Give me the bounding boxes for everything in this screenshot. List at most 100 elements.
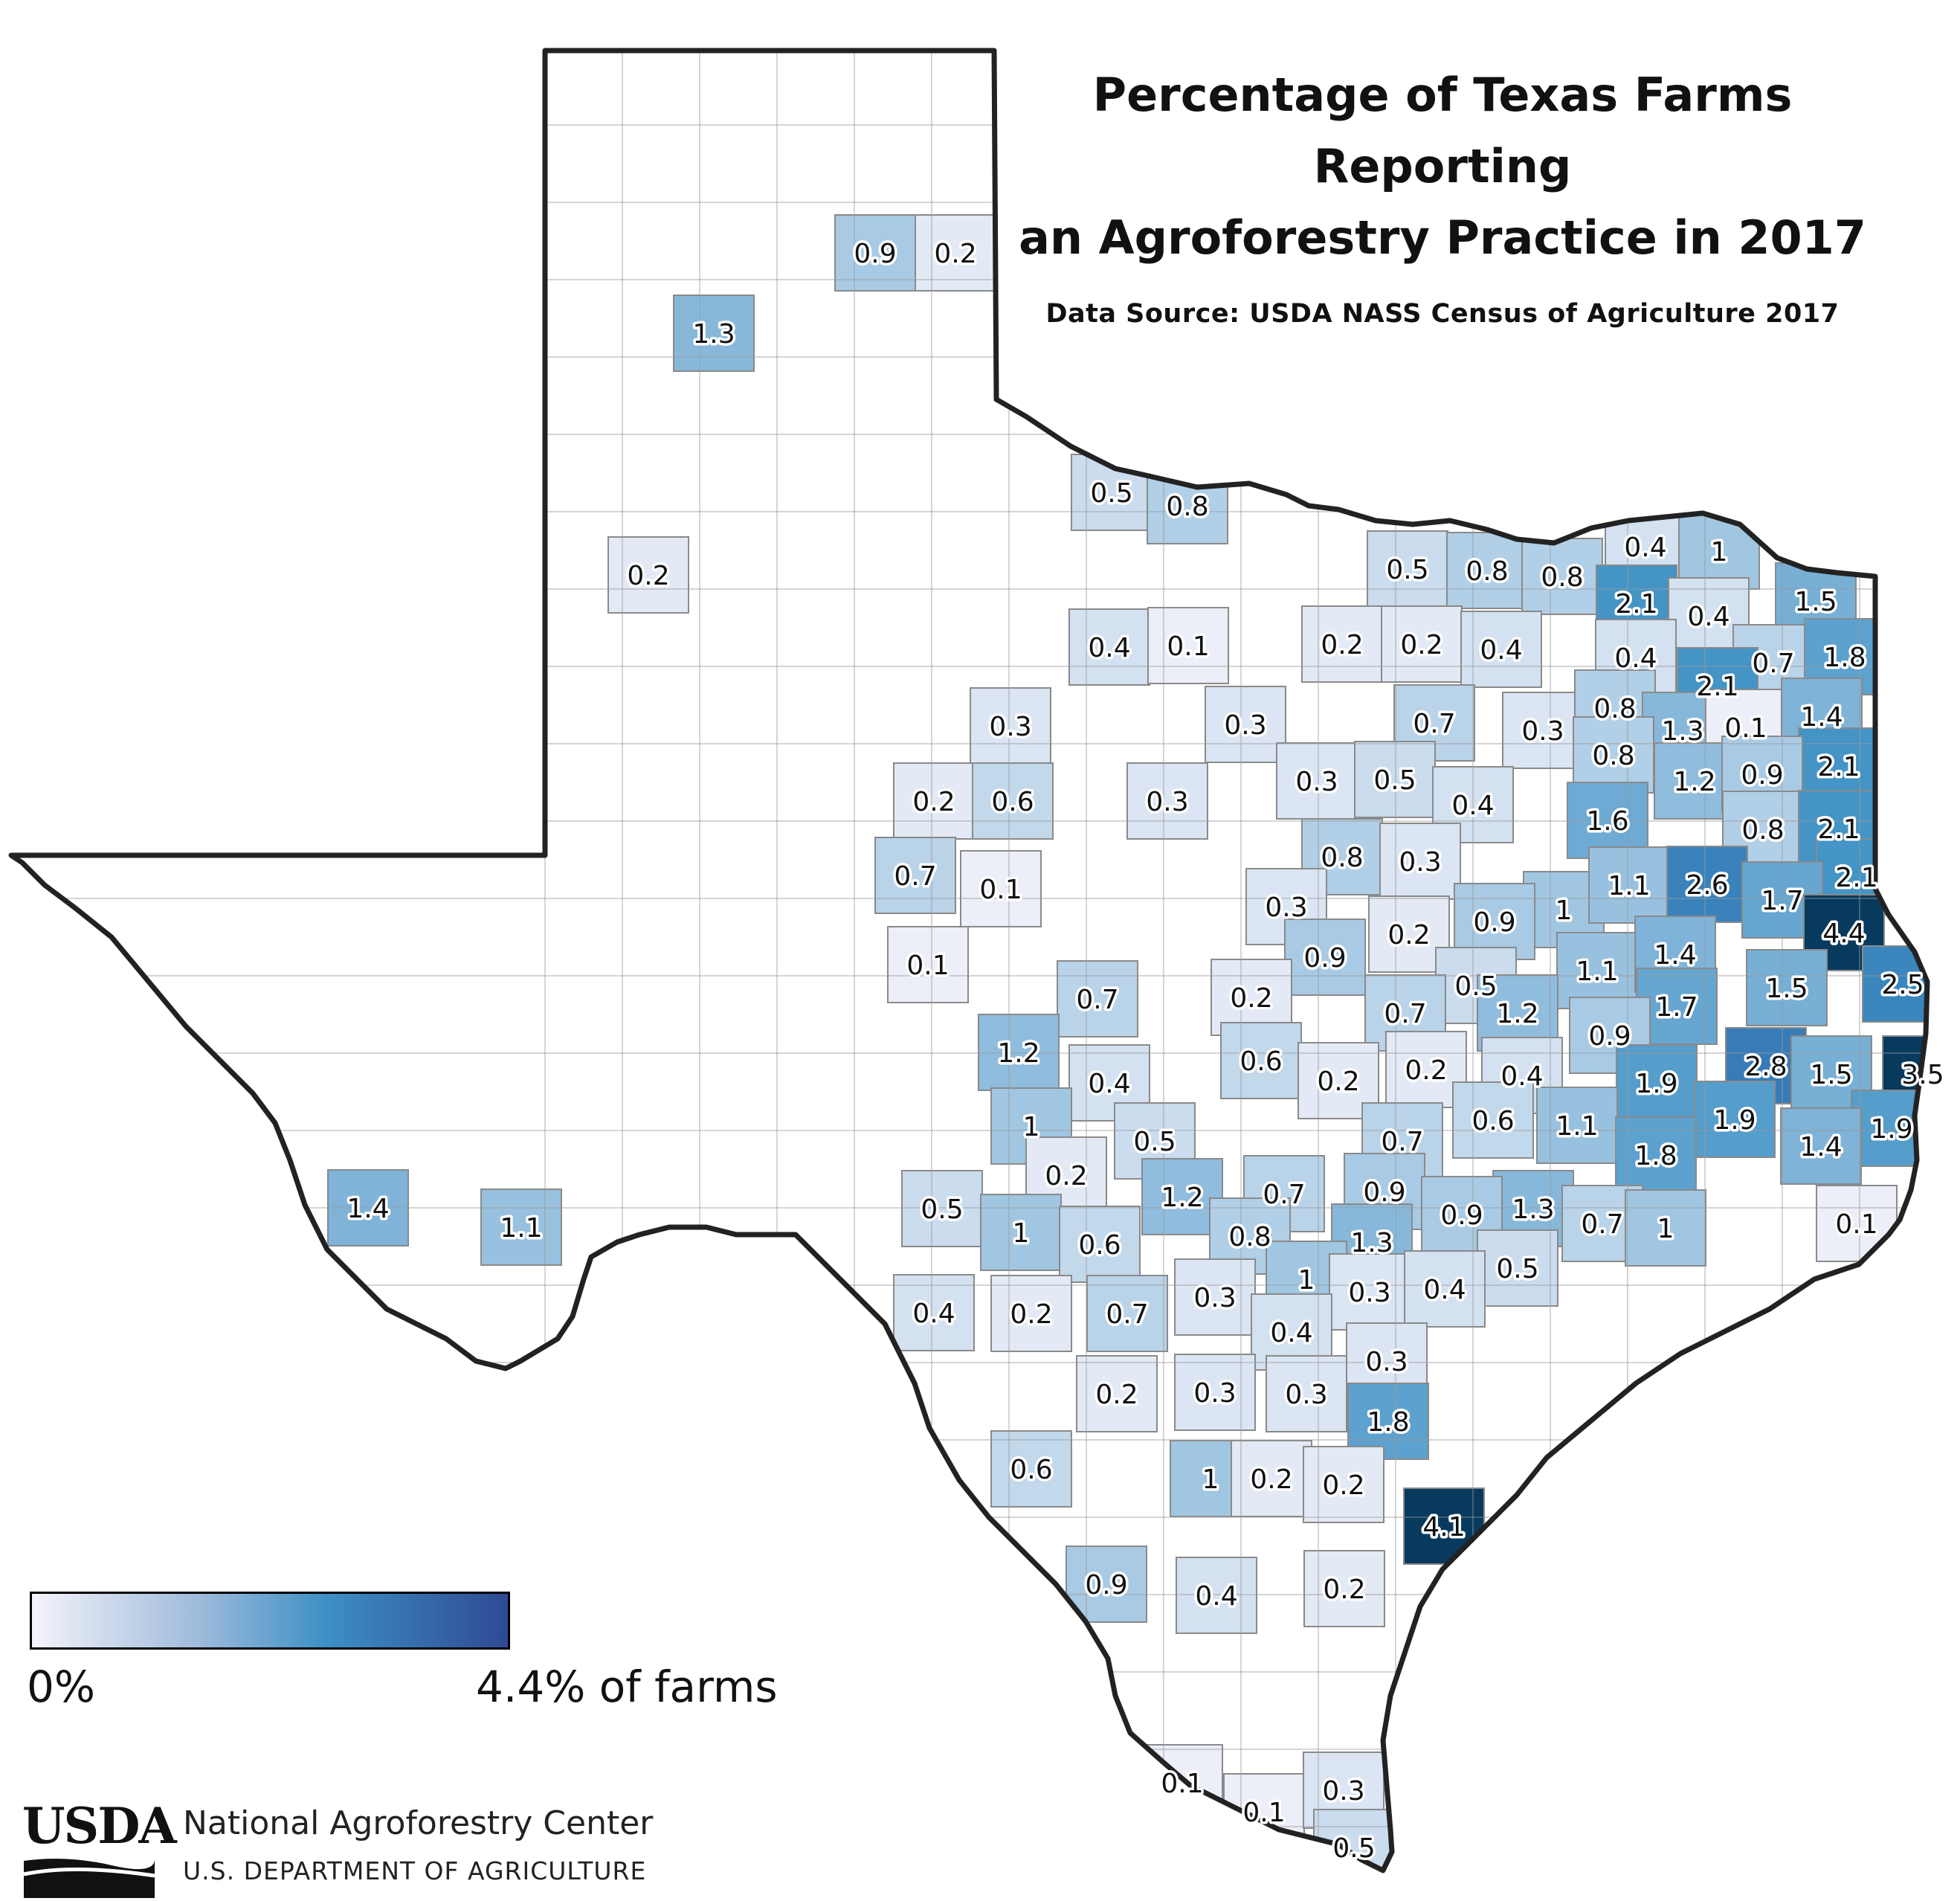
county-value-label: 1.5	[1765, 974, 1808, 1004]
county-cell-119	[990, 1430, 1072, 1508]
county-cell-105	[1477, 1229, 1558, 1307]
county-value-label: 0.4	[1088, 633, 1130, 663]
county-cell-126	[1303, 1550, 1385, 1627]
county-value-label: 0.5	[921, 1194, 963, 1225]
county-value-label: 0.4	[1088, 1069, 1130, 1099]
county-value-label: 0.2	[934, 239, 976, 269]
county-cell-55	[887, 926, 969, 1003]
county-value-label: 0.3	[1365, 1347, 1408, 1377]
county-cell-58	[1284, 919, 1366, 996]
county-value-label: 0.3	[1348, 1278, 1390, 1308]
legend-color-ramp	[30, 1592, 510, 1650]
county-value-label: 1.8	[1634, 1141, 1677, 1171]
county-value-label: 1.1	[1576, 956, 1618, 987]
county-cell-51	[1588, 846, 1670, 924]
county-value-label: 0.8	[1166, 492, 1208, 522]
county-value-label: 0.8	[1321, 843, 1363, 873]
county-value-label: 0.7	[1381, 1127, 1423, 1157]
county-value-label: 0.2	[1322, 1470, 1364, 1501]
county-value-label: 0.5	[1090, 478, 1132, 509]
county-value-label: 0.5	[1373, 765, 1416, 796]
county-value-label: 0.2	[1045, 1161, 1087, 1191]
county-cell-124	[1066, 1545, 1147, 1623]
county-value-label: 0.3	[1322, 1776, 1364, 1807]
county-value-label: 0.9	[1363, 1177, 1405, 1208]
county-value-label: 1	[1298, 1265, 1315, 1296]
county-value-label: 0.1	[1242, 1798, 1285, 1828]
county-value-label: 0.4	[1687, 602, 1729, 632]
county-value-label: 0.3	[989, 712, 1031, 742]
county-cell-117	[1266, 1355, 1347, 1432]
county-value-label: 0.9	[1085, 1570, 1127, 1601]
county-cell-34	[972, 762, 1054, 840]
county-value-label: 0.7	[894, 861, 936, 892]
legend: 0% 4.4% of farms	[27, 1592, 778, 1712]
county-value-label: 0.3	[1224, 710, 1266, 741]
county-value-label: 0.2	[1010, 1299, 1052, 1330]
county-cell-35	[1126, 762, 1208, 840]
department-name: U.S. DEPARTMENT OF AGRICULTURE	[183, 1856, 647, 1885]
county-value-label: 1.1	[1556, 1111, 1598, 1142]
county-value-label: 0.9	[1741, 760, 1783, 791]
county-value-label: 1.7	[1655, 992, 1698, 1023]
county-cell-111	[990, 1275, 1072, 1352]
county-cell-61	[1057, 960, 1138, 1038]
county-value-label: 1	[1202, 1464, 1219, 1495]
county-value-label: 0.6	[1010, 1455, 1052, 1485]
county-value-label: 0.2	[1317, 1067, 1359, 1097]
county-cell-7	[1147, 607, 1229, 684]
county-cell-110	[893, 1274, 975, 1351]
county-value-label: 0.7	[1384, 999, 1426, 1029]
county-value-label: 1.8	[1367, 1407, 1409, 1438]
county-cell-44	[874, 837, 956, 914]
texas-state-outline	[8, 48, 1930, 1873]
county-value-label: 1.2	[1496, 999, 1538, 1029]
county-value-label: 0.6	[1078, 1230, 1121, 1261]
county-value-label: 0.1	[1835, 1209, 1877, 1240]
county-value-label: 0.4	[1195, 1581, 1237, 1612]
legend-min-label: 0%	[27, 1662, 96, 1712]
county-value-label: 1.3	[1512, 1194, 1554, 1225]
county-cell-102	[1059, 1206, 1141, 1283]
county-value-label: 0.9	[1440, 1200, 1483, 1231]
county-value-label: 0.2	[1405, 1055, 1447, 1086]
county-cell-122	[1303, 1446, 1384, 1523]
county-value-label: 1.8	[1823, 643, 1866, 673]
county-value-label: 0.9	[1303, 943, 1346, 974]
county-cell-0	[834, 214, 916, 292]
county-value-label: 0.5	[1386, 555, 1428, 585]
county-value-label: 0.5	[1332, 1833, 1375, 1864]
county-value-label: 0.3	[1146, 787, 1188, 817]
county-cell-16	[1301, 605, 1383, 683]
county-cell-116	[1174, 1354, 1256, 1431]
county-value-label: 2.1	[1835, 863, 1877, 893]
county-cell-107	[1174, 1258, 1256, 1336]
county-value-label: 0.4	[1423, 1275, 1466, 1305]
county-cell-18	[1460, 611, 1542, 688]
county-value-label: 0.9	[854, 239, 896, 269]
county-value-label: 0.4	[1270, 1318, 1312, 1348]
usda-logo: USDA	[22, 1800, 177, 1901]
county-cell-67	[1746, 949, 1828, 1026]
county-value-label: 2.6	[1686, 870, 1728, 901]
county-value-label: 0.7	[1263, 1180, 1305, 1210]
county-value-label: 4.1	[1422, 1512, 1465, 1543]
county-value-label: 1.1	[1608, 871, 1650, 901]
county-value-label: 2.1	[1817, 752, 1860, 782]
county-cell-125	[1176, 1557, 1257, 1634]
county-cell-121	[1231, 1440, 1312, 1517]
county-value-label: 0.7	[1076, 985, 1118, 1015]
county-value-label: 0.4	[912, 1299, 955, 1329]
county-value-label: 0.8	[1541, 562, 1583, 593]
county-value-label: 3.5	[1901, 1060, 1944, 1090]
county-cell-45	[960, 850, 1042, 927]
county-value-label: 1	[1556, 895, 1573, 926]
county-value-label: 0.7	[1581, 1209, 1623, 1240]
county-value-label: 0.7	[1106, 1299, 1148, 1330]
county-cell-37	[1354, 741, 1436, 818]
county-cell-2	[673, 295, 755, 372]
agency-name: National Agroforestry Center	[183, 1804, 654, 1842]
county-cell-1	[915, 214, 996, 292]
county-value-label: 0.2	[1095, 1380, 1138, 1410]
county-cell-24	[1205, 686, 1286, 763]
